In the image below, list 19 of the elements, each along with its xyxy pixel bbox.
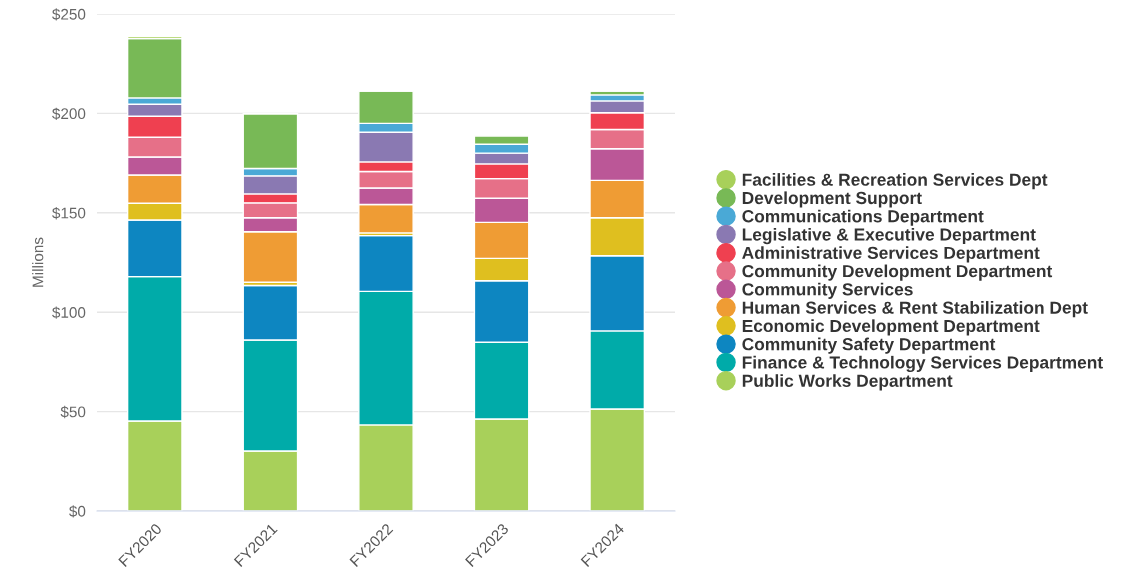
legend-label: Administrative Services Department [742,246,1040,263]
y-tick-label: $0 [69,505,86,518]
y-tick-label: $100 [52,306,86,319]
legend-label: Finance & Technology Services Department [742,355,1103,373]
y-tick-label: $50 [60,405,86,419]
legend-label: Public Works Department [742,374,953,391]
legend-label: Facilities & Recreation Services Dept [742,173,1048,190]
legend-label: Communications Department [742,209,984,226]
legend-label: Community Services [742,282,913,299]
legend-label: Economic Development Department [742,319,1040,336]
y-axis-title: Millions [32,237,44,287]
y-tick-label: $200 [52,107,86,120]
y-tick-label: $150 [52,207,86,220]
legend-label: Development Support [742,191,922,208]
legend-label: Legislative & Executive Department [742,227,1036,245]
legend-label: Community Development Department [742,264,1053,281]
legend-label: Human Services & Rent Stabilization Dept [742,301,1088,318]
y-tick-label: $250 [52,8,86,21]
legend-label: Community Safety Department [742,337,996,354]
